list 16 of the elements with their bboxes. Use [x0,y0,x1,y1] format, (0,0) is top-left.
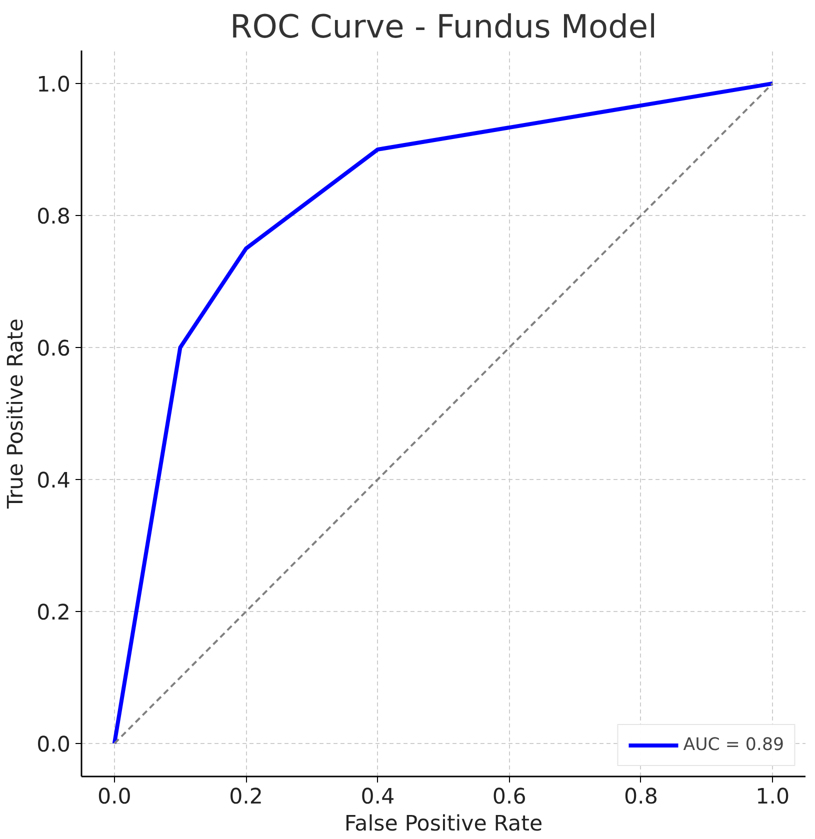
y-tick-label: 0.4 [36,468,71,494]
x-tick-label: 0.6 [492,784,526,810]
x-tick-label: 1.0 [756,784,790,810]
x-tick-label: 0.0 [97,784,132,810]
chart-title: ROC Curve - Fundus Model [230,8,657,46]
x-tick-label: 0.2 [229,784,264,810]
y-tick-label: 1.0 [36,72,71,98]
legend-label: AUC = 0.89 [683,735,784,755]
y-tick-label: 0.8 [36,204,71,230]
y-tick-label: 0.6 [36,336,71,362]
y-axis-title: True Positive Rate [4,318,29,510]
x-tick-label: 0.4 [360,784,395,810]
x-axis-title: False Positive Rate [344,812,543,836]
x-tick-label: 0.8 [624,784,658,810]
y-tick-label: 0.0 [36,732,71,758]
y-tick-label: 0.2 [36,600,71,626]
